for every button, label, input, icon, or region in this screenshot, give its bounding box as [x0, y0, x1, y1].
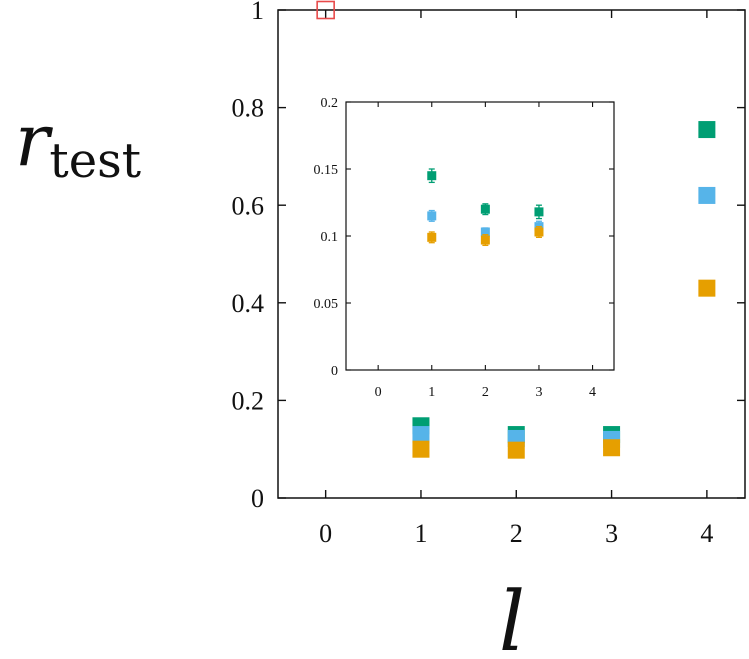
main-data-point	[698, 186, 716, 204]
main-x-tick-label: 4	[700, 519, 713, 548]
y-axis-title-subscript: test	[49, 133, 141, 189]
main-x-tick-label: 2	[510, 519, 523, 548]
main-data-point	[603, 439, 621, 457]
main-tick-labels: 0 1 2 3 4 0 0.2 0.4 0.6 0.8 1	[232, 0, 714, 548]
inset-x-tick-label: 4	[589, 385, 596, 400]
x-axis-title: l	[499, 575, 525, 659]
main-plot: 0 1 2 3 4 0 0.2 0.4 0.6 0.8 1	[232, 0, 746, 548]
inset-x-tick-label: 1	[428, 385, 435, 400]
inset-data-marks	[427, 168, 544, 247]
inset-x-tick-label: 2	[482, 385, 489, 400]
main-data-point	[316, 0, 335, 20]
inset-y-tick-label: 0	[331, 364, 338, 379]
inset-y-tick-label: 0.05	[314, 297, 339, 312]
inset-data-point	[534, 227, 544, 237]
main-y-tick-label: 1	[251, 0, 264, 25]
inset-y-tick-label: 0.2	[321, 96, 339, 111]
y-axis-title-main: r	[15, 98, 53, 182]
inset-tick-marks	[346, 101, 614, 371]
main-data-point	[507, 441, 525, 459]
main-x-tick-label: 1	[414, 519, 427, 548]
main-y-tick-label: 0.4	[232, 289, 265, 318]
inset-plot-frame	[345, 101, 615, 371]
inset-y-tick-label: 0.15	[314, 163, 339, 178]
main-y-tick-label: 0.6	[232, 191, 265, 220]
main-data-point	[698, 279, 716, 297]
inset-data-point	[427, 232, 437, 242]
inset-tick-labels: 0 1 2 3 4 0 0.05 0.1 0.15 0.2	[314, 96, 597, 400]
main-y-tick-label: 0.8	[232, 94, 265, 123]
inset-y-tick-label: 0.1	[321, 230, 339, 245]
main-data-point	[698, 121, 716, 139]
main-plot-frame	[277, 9, 746, 499]
main-data-marks	[316, 0, 716, 459]
main-tick-marks	[278, 9, 745, 499]
main-x-tick-label: 0	[319, 519, 332, 548]
inset-plot: 0 1 2 3 4 0 0.05 0.1 0.15 0.2	[314, 96, 615, 400]
inset-data-point	[427, 171, 437, 181]
inset-data-point	[427, 211, 437, 221]
inset-data-point	[480, 227, 490, 237]
inset-data-point	[534, 207, 544, 217]
main-y-tick-label: 0.2	[232, 387, 265, 416]
main-x-tick-label: 3	[605, 519, 618, 548]
main-data-point	[412, 440, 430, 458]
y-axis-title: rtest	[15, 98, 141, 189]
main-y-tick-label: 0	[251, 484, 264, 513]
inset-data-point	[480, 204, 490, 214]
inset-data-point	[480, 235, 490, 245]
main-data-point	[412, 426, 430, 444]
inset-x-tick-label: 3	[535, 385, 542, 400]
inset-x-tick-label: 0	[375, 385, 382, 400]
